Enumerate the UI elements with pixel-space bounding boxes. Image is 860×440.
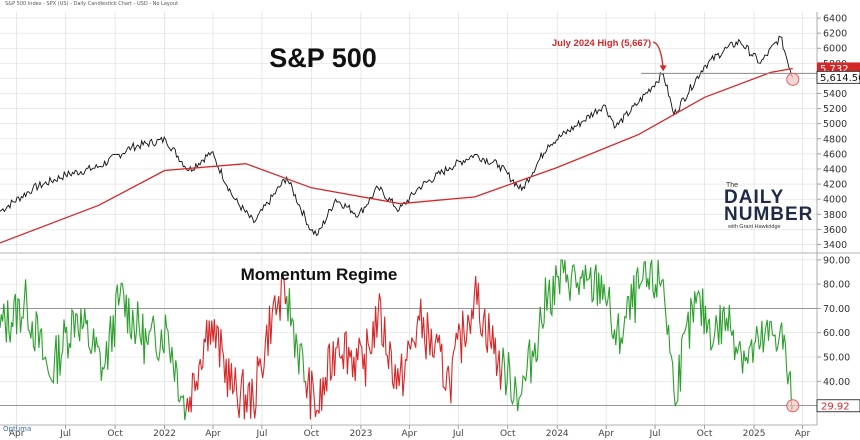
momentum-bear-segment xyxy=(233,367,254,420)
x-tick-label: Jul xyxy=(256,429,268,439)
momentum-bull-segment xyxy=(726,304,748,374)
price-value-box xyxy=(816,70,860,84)
price-line xyxy=(0,35,794,237)
price-end-marker xyxy=(786,72,800,86)
x-tick-label: Oct xyxy=(500,429,516,439)
chart-header: S&P 500 Index - SPX (US) - Daily Candles… xyxy=(5,1,179,7)
x-tick-label: Apr xyxy=(402,429,418,439)
momentum-bull-segment xyxy=(779,322,794,411)
momentum-bull-segment xyxy=(615,267,640,355)
momentum-bear-segment xyxy=(449,293,475,404)
x-tick-label: Apr xyxy=(598,429,614,439)
momentum-bull-segment xyxy=(75,308,105,381)
x-tick-label: 2024 xyxy=(546,429,569,439)
x-tick-label: 2023 xyxy=(349,429,372,439)
momentum-bull-segment xyxy=(49,308,77,385)
annotation-arrow xyxy=(652,41,664,70)
momentum-bull-segment xyxy=(583,264,605,306)
x-tick-label: Oct xyxy=(697,429,713,439)
momentum-bull-segment xyxy=(759,319,781,353)
momentum-bear-segment xyxy=(208,319,235,398)
momentum-bull-segment xyxy=(103,284,121,370)
momentum-bull-segment xyxy=(147,314,168,362)
y-tick-label: 40.00 xyxy=(823,377,850,388)
momentum-bull-segment xyxy=(547,259,568,318)
momentum-bear-segment xyxy=(418,298,451,391)
y-tick-label: 60.00 xyxy=(823,328,850,339)
momentum-value-box xyxy=(816,399,860,413)
x-tick-label: Jul xyxy=(452,429,464,439)
momentum-end-marker xyxy=(786,399,800,413)
y-tick-label: 4600 xyxy=(823,149,847,160)
momentum-bull-segment xyxy=(662,279,675,392)
y-tick-label: 80.00 xyxy=(823,280,850,291)
y-tick-label: 5200 xyxy=(823,104,847,115)
momentum-bull-segment xyxy=(286,288,306,383)
momentum-bear-segment xyxy=(337,330,364,382)
momentum-value-label: 29.92 xyxy=(821,401,850,412)
momentum-bull-segment xyxy=(166,327,187,421)
logo-byline: with Grant Hawkridge xyxy=(728,224,781,230)
logo-number: NUMBER xyxy=(724,204,814,225)
x-tick-label: Jul xyxy=(649,429,661,439)
y-tick-label: 4200 xyxy=(823,180,847,191)
y-tick-label: 5000 xyxy=(823,119,847,130)
momentum-bear-segment xyxy=(473,275,503,390)
y-tick-label: 6400 xyxy=(823,14,847,25)
x-tick-label: Apr xyxy=(9,429,25,439)
price-value-label: 5,614.56 xyxy=(820,73,860,84)
momentum-bear-segment xyxy=(271,272,288,321)
y-tick-label: 4400 xyxy=(823,164,847,175)
y-tick-label: 4800 xyxy=(823,134,847,145)
momentum-bull-segment xyxy=(26,303,51,377)
momentum-bull-segment xyxy=(0,279,28,343)
momentum-bull-segment xyxy=(603,284,617,345)
momentum-bear-segment xyxy=(317,337,339,414)
momentum-bear-segment xyxy=(362,306,379,387)
x-tick-label: 2022 xyxy=(153,429,176,439)
y-tick-label: 5400 xyxy=(823,89,847,100)
x-tick-label: Apr xyxy=(205,429,221,439)
y-tick-label: 4000 xyxy=(823,195,847,206)
momentum-bull-segment xyxy=(714,304,728,345)
x-tick-label: Oct xyxy=(107,429,123,439)
y-tick-label: 70.00 xyxy=(823,304,850,315)
y-tick-label: 6200 xyxy=(823,29,847,40)
x-tick-label: Jul xyxy=(59,429,71,439)
ma-value-label: 5,732 xyxy=(820,64,849,75)
momentum-bull-segment xyxy=(521,277,549,394)
y-tick-label: 90.00 xyxy=(823,255,850,266)
momentum-bull-segment xyxy=(119,282,149,365)
y-tick-label: 50.00 xyxy=(823,353,850,364)
momentum-bull-segment xyxy=(566,263,585,301)
momentum-bear-segment xyxy=(304,367,319,420)
y-tick-label: 3400 xyxy=(823,240,847,251)
momentum-bear-segment xyxy=(377,293,400,390)
momentum-title: Momentum Regime xyxy=(241,265,398,284)
x-tick-label: 2025 xyxy=(743,429,766,439)
momentum-bull-segment xyxy=(501,347,523,412)
annotation-arrowhead xyxy=(659,65,667,72)
x-tick-label: Oct xyxy=(304,429,320,439)
x-tick-label: Apr xyxy=(795,429,811,439)
momentum-bull-segment xyxy=(673,291,697,407)
momentum-bear-segment xyxy=(185,319,210,413)
momentum-bear-segment xyxy=(252,305,273,419)
momentum-bull-segment xyxy=(745,325,762,364)
momentum-bear-segment xyxy=(398,315,421,397)
optuma-brand: Optuma xyxy=(3,425,32,433)
y-tick-label: 6000 xyxy=(823,44,847,55)
july-high-annotation: July 2024 High (5,667) xyxy=(552,38,651,49)
logo-daily: DAILY xyxy=(724,187,785,208)
moving-average-line xyxy=(0,67,793,244)
chart-title: S&P 500 xyxy=(269,43,377,73)
logo-the: The xyxy=(726,182,739,189)
y-tick-label: 3600 xyxy=(823,225,847,236)
y-tick-label: 3800 xyxy=(823,210,847,221)
momentum-bull-segment xyxy=(695,288,716,351)
momentum-bull-segment xyxy=(638,259,664,299)
daily-number-logo: The DAILY NUMBER with Grant Hawkridge xyxy=(722,182,822,242)
